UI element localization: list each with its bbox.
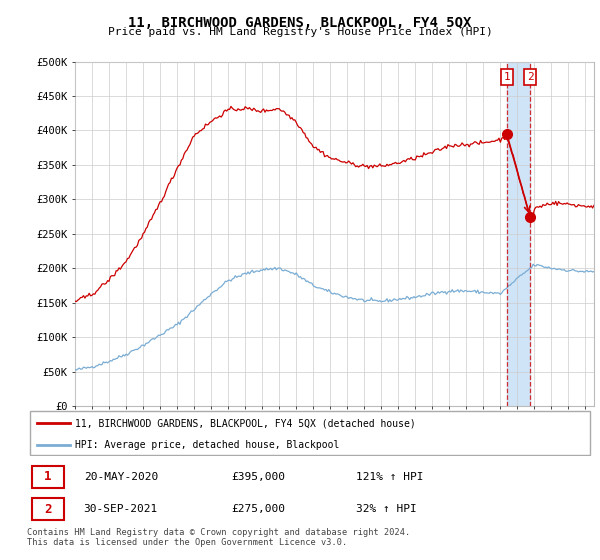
FancyBboxPatch shape (32, 466, 64, 488)
Text: 11, BIRCHWOOD GARDENS, BLACKPOOL, FY4 5QX: 11, BIRCHWOOD GARDENS, BLACKPOOL, FY4 5Q… (128, 16, 472, 30)
Text: HPI: Average price, detached house, Blackpool: HPI: Average price, detached house, Blac… (75, 440, 340, 450)
Text: 1: 1 (44, 470, 52, 483)
Text: 121% ↑ HPI: 121% ↑ HPI (356, 472, 424, 482)
Text: 2: 2 (527, 72, 533, 82)
FancyBboxPatch shape (32, 498, 64, 520)
Text: 20-MAY-2020: 20-MAY-2020 (84, 472, 158, 482)
Text: 30-SEP-2021: 30-SEP-2021 (84, 505, 158, 515)
Text: Contains HM Land Registry data © Crown copyright and database right 2024.
This d: Contains HM Land Registry data © Crown c… (27, 528, 410, 547)
FancyBboxPatch shape (30, 412, 590, 455)
Bar (507, 62, 530, 406)
Text: 1: 1 (503, 72, 510, 82)
Text: 11, BIRCHWOOD GARDENS, BLACKPOOL, FY4 5QX (detached house): 11, BIRCHWOOD GARDENS, BLACKPOOL, FY4 5Q… (75, 418, 416, 428)
Text: Price paid vs. HM Land Registry's House Price Index (HPI): Price paid vs. HM Land Registry's House … (107, 27, 493, 37)
Text: 2: 2 (44, 503, 52, 516)
Text: £395,000: £395,000 (231, 472, 285, 482)
Text: £275,000: £275,000 (231, 505, 285, 515)
Text: 32% ↑ HPI: 32% ↑ HPI (356, 505, 416, 515)
